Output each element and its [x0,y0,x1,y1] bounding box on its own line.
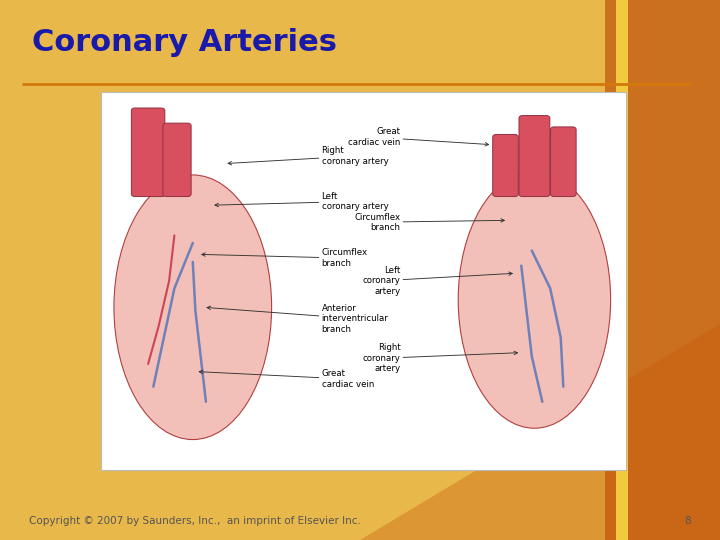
FancyBboxPatch shape [551,127,576,197]
FancyBboxPatch shape [492,134,518,197]
Ellipse shape [458,171,611,428]
Text: Circumflex
branch: Circumflex branch [202,248,368,268]
Text: Great
cardiac vein: Great cardiac vein [348,127,489,147]
FancyBboxPatch shape [519,116,550,197]
FancyBboxPatch shape [101,92,626,470]
Text: Copyright © 2007 by Saunders, Inc.,  an imprint of Elsevier Inc.: Copyright © 2007 by Saunders, Inc., an i… [29,516,361,526]
Polygon shape [616,0,628,540]
FancyBboxPatch shape [131,108,165,197]
Text: Right
coronary artery: Right coronary artery [228,146,388,166]
Text: Left
coronary artery: Left coronary artery [215,192,388,211]
Text: Great
cardiac vein: Great cardiac vein [199,369,374,389]
Polygon shape [360,324,720,540]
Text: Circumflex
branch: Circumflex branch [354,213,504,232]
Text: 8: 8 [685,516,691,526]
Text: Left
coronary
artery: Left coronary artery [362,266,512,296]
Ellipse shape [114,175,271,440]
Text: Coronary Arteries: Coronary Arteries [32,28,338,57]
Text: Anterior
interventricular
branch: Anterior interventricular branch [207,303,388,334]
Text: Right
coronary
artery: Right coronary artery [362,343,518,373]
FancyBboxPatch shape [163,123,191,197]
Polygon shape [605,0,720,540]
